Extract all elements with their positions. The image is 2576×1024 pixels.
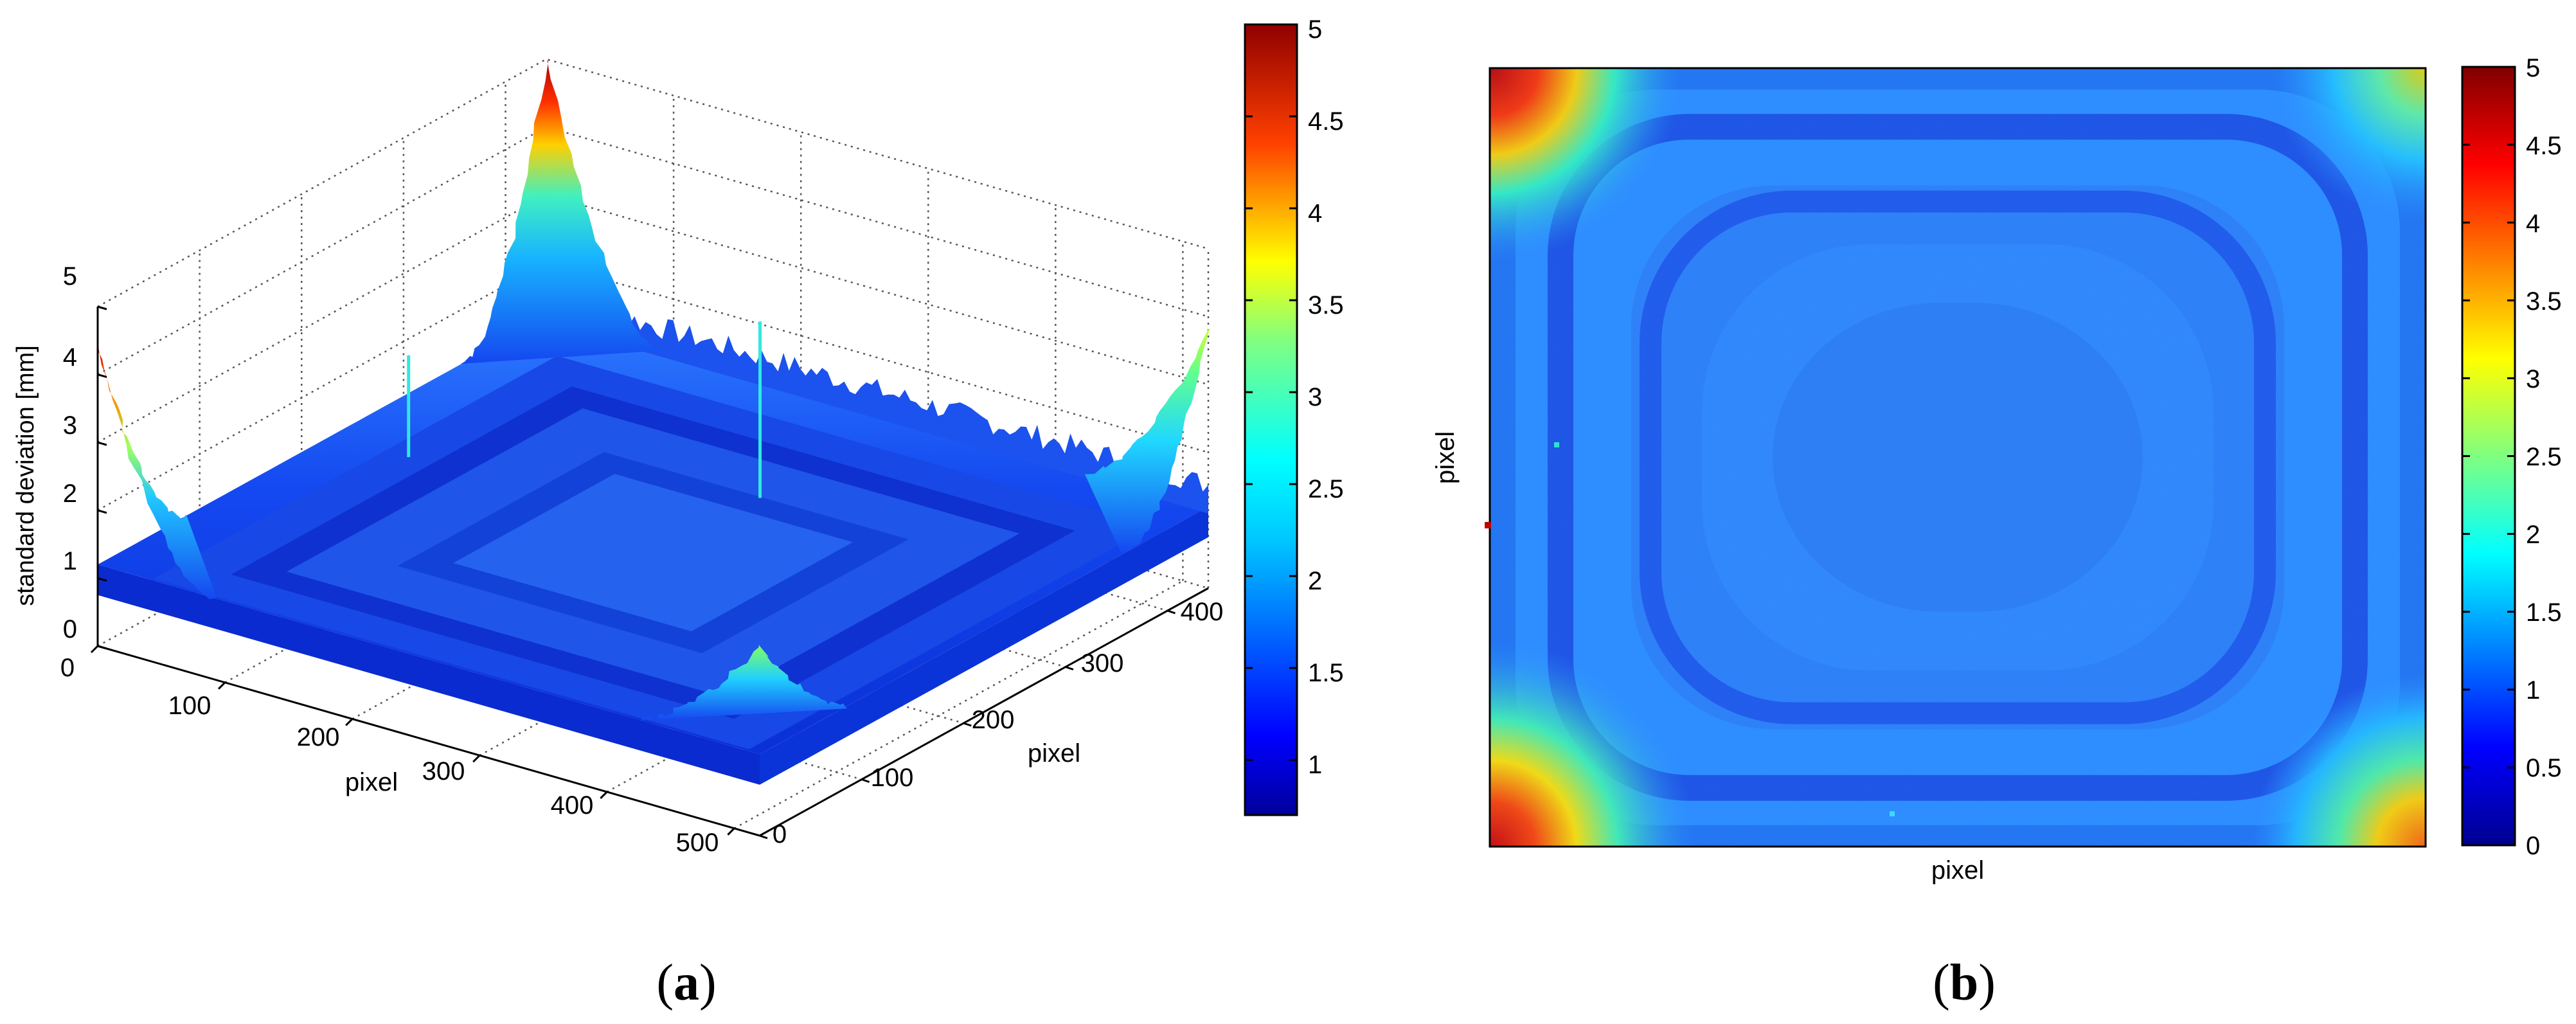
surface-corner-peak — [641, 645, 847, 721]
x-tick — [472, 755, 481, 763]
colorbar-b-tick-label: 4 — [2526, 210, 2540, 238]
z-tick — [97, 645, 107, 650]
z-tick — [97, 373, 107, 379]
panel-a-surface — [97, 59, 1210, 785]
z-tick — [97, 305, 107, 310]
y-tick — [861, 778, 870, 783]
x-tick — [727, 827, 735, 836]
y-axis-line — [759, 587, 1209, 837]
surface-corner-peak — [97, 345, 217, 600]
y-tick-label: 200 — [972, 706, 1015, 734]
colorbar-a-tick-label: 4.5 — [1308, 107, 1344, 136]
heatmap-frame — [1489, 67, 2427, 848]
surface-corner-peak — [1084, 327, 1210, 554]
y-tick-label: 400 — [1181, 598, 1224, 626]
surface-floor-center — [453, 474, 853, 632]
colorbar-a-tick-label: 1.5 — [1308, 659, 1344, 687]
x-tick-label: 200 — [297, 723, 340, 751]
heatmap-outlier-pixel — [1554, 442, 1559, 447]
panel-a-tick-labels: 0 1 2 3 4 5 0 100 200 300 400 500 0 100 … — [60, 262, 1224, 857]
x-tick — [90, 645, 99, 654]
colorbar-a-tick-label: 5 — [1308, 15, 1322, 44]
heatmap-outlier-pixel — [1485, 522, 1491, 528]
colorbar-b-tick-label: 3.5 — [2526, 287, 2562, 316]
colorbar-b-tick-labels: 0 0.5 1 1.5 2 2.5 3 3.5 4 4.5 5 — [2526, 54, 2562, 860]
z-tick-label: 0 — [63, 615, 77, 643]
colorbar-b-tick-label: 2.5 — [2526, 443, 2562, 471]
y-tick-label: 0 — [773, 820, 787, 849]
y-axis-label: pixel — [1028, 739, 1080, 768]
colorbar-b-tick-label: 3 — [2526, 365, 2540, 393]
heatmap-noise — [1490, 68, 2426, 847]
z-tick-label: 1 — [63, 547, 77, 575]
colorbar-a — [1244, 23, 1298, 816]
x-tick-label: 100 — [168, 692, 211, 720]
heatmap-x-axis-label: pixel — [1931, 856, 1984, 885]
z-tick — [97, 509, 107, 514]
z-tick-label: 3 — [63, 411, 77, 440]
gridline — [97, 262, 1209, 511]
colorbar-a-tick-labels: 1 1.5 2 2.5 3 3.5 4 4.5 5 — [1308, 15, 1344, 779]
x-tick — [600, 791, 608, 799]
colorbar-b-tick-label: 5 — [2526, 54, 2540, 82]
y-tick — [759, 834, 768, 840]
z-tick-label: 4 — [63, 343, 77, 372]
surface-front-wall — [98, 564, 760, 785]
panel-b-heatmap: pixel pixel 0 0.5 1 1.5 2 2.5 3 3.5 4 4.… — [1431, 54, 2562, 1011]
y-tick — [963, 722, 972, 727]
x-tick-label: 300 — [422, 757, 465, 786]
surface-side-wall — [760, 507, 1208, 785]
colorbar-b-tick-label: 1.5 — [2526, 598, 2562, 627]
x-tick-label: 400 — [551, 791, 594, 820]
z-tick — [97, 441, 107, 446]
colorbar-a-tick-label: 1 — [1308, 751, 1322, 779]
colorbar-b-ticks — [2462, 66, 2515, 847]
surface-corner-peak — [460, 59, 665, 364]
z-tick-label: 2 — [63, 480, 77, 508]
z-tick-label: 5 — [63, 262, 77, 291]
panel-a-caption: (a) — [656, 955, 716, 1011]
panel-a-axes — [90, 305, 1209, 840]
y-tick — [1065, 666, 1074, 670]
colorbar-b-tick-label: 0.5 — [2526, 754, 2562, 782]
x-axis-line — [97, 645, 760, 837]
gridline — [97, 193, 1209, 444]
x-tick-label: 500 — [676, 829, 719, 857]
y-tick-label: 300 — [1081, 649, 1124, 678]
colorbar-a-tick-label: 3 — [1308, 383, 1322, 411]
colorbar-b-tick-label: 1 — [2526, 676, 2540, 705]
panel-a-surface-plot: 0 1 2 3 4 5 0 100 200 300 400 500 0 100 … — [12, 15, 1344, 1011]
y-tick — [1167, 609, 1176, 615]
panel-b-caption: (b) — [1933, 955, 1996, 1011]
x-tick-label: 0 — [60, 654, 75, 682]
x-axis-label: pixel — [345, 768, 398, 796]
heatmap-outlier-pixel — [1890, 811, 1895, 816]
colorbar-a-tick-label: 2 — [1308, 567, 1322, 595]
gridline — [733, 580, 1183, 829]
colorbar-b-tick-label: 0 — [2526, 832, 2540, 860]
surface-back-rim — [546, 295, 1208, 514]
colorbar-a-ticks — [1245, 23, 1297, 761]
gridline — [97, 58, 1209, 308]
colorbar-a-tick-label: 4 — [1308, 199, 1322, 228]
y-tick-label: 100 — [871, 764, 914, 792]
colorbar-a-tick-label: 2.5 — [1308, 475, 1344, 503]
gridline — [97, 126, 1209, 375]
x-tick — [345, 718, 353, 726]
x-tick — [218, 681, 226, 690]
z-tick — [97, 577, 107, 582]
colorbar-b-tick-label: 2 — [2526, 521, 2540, 549]
colorbar-b — [2461, 66, 2516, 847]
colorbar-b-tick-label: 4.5 — [2526, 132, 2562, 160]
colorbar-a-tick-label: 3.5 — [1308, 291, 1344, 319]
heatmap-y-axis-label: pixel — [1431, 431, 1460, 484]
z-axis-label: standard deviation [mm] — [12, 345, 39, 606]
